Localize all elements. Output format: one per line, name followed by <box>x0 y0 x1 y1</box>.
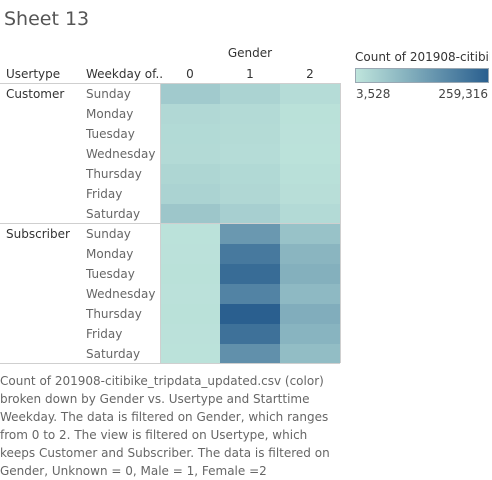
heatmap-cell-customer-thursday-gender-1[interactable] <box>220 164 280 184</box>
heatmap-cell-customer-monday-gender-0[interactable] <box>160 104 220 124</box>
gender-column-header: Gender <box>227 46 273 60</box>
heatmap-cell-subscriber-saturday-gender-2[interactable] <box>280 344 340 364</box>
heatmap-cell-customer-friday-gender-1[interactable] <box>220 184 280 204</box>
header-divider <box>0 83 340 84</box>
heatmap-cell-subscriber-thursday-gender-0[interactable] <box>160 304 220 324</box>
weekday-label-subscriber-wednesday: Wednesday <box>86 287 156 301</box>
heatmap-cell-subscriber-wednesday-gender-2[interactable] <box>280 284 340 304</box>
heatmap-cell-subscriber-wednesday-gender-1[interactable] <box>220 284 280 304</box>
legend-color-ramp <box>355 68 489 83</box>
heatmap-cell-subscriber-sunday-gender-2[interactable] <box>280 224 340 244</box>
heatmap-cell-subscriber-thursday-gender-2[interactable] <box>280 304 340 324</box>
heatmap-cell-customer-monday-gender-1[interactable] <box>220 104 280 124</box>
weekday-label-subscriber-tuesday: Tuesday <box>86 267 135 281</box>
weekday-row-header: Weekday of.. <box>86 67 164 81</box>
legend-max-label: 259,316 <box>438 87 488 101</box>
heatmap-cell-subscriber-monday-gender-1[interactable] <box>220 244 280 264</box>
weekday-label-customer-sunday: Sunday <box>86 87 131 101</box>
heatmap-cell-customer-friday-gender-2[interactable] <box>280 184 340 204</box>
weekday-label-subscriber-saturday: Saturday <box>86 347 141 361</box>
heatmap-cell-subscriber-saturday-gender-1[interactable] <box>220 344 280 364</box>
caption-text: Count of 201908-citibike_tripdata_update… <box>0 374 330 478</box>
heatmap-bottom-border <box>0 363 340 364</box>
heatmap-cell-subscriber-tuesday-gender-1[interactable] <box>220 264 280 284</box>
heatmap-cell-customer-wednesday-gender-2[interactable] <box>280 144 340 164</box>
heatmap-cell-customer-tuesday-gender-2[interactable] <box>280 124 340 144</box>
weekday-label-subscriber-friday: Friday <box>86 327 123 341</box>
weekday-label-subscriber-thursday: Thursday <box>86 307 142 321</box>
weekday-label-customer-friday: Friday <box>86 187 123 201</box>
heatmap-cell-subscriber-friday-gender-2[interactable] <box>280 324 340 344</box>
heatmap-cell-customer-thursday-gender-2[interactable] <box>280 164 340 184</box>
heatmap-right-border <box>340 83 341 363</box>
heatmap-cell-subscriber-monday-gender-0[interactable] <box>160 244 220 264</box>
heatmap-cell-customer-sunday-gender-2[interactable] <box>280 84 340 104</box>
heatmap-cell-customer-sunday-gender-1[interactable] <box>220 84 280 104</box>
legend-title[interactable]: Count of 201908-citibik.. <box>355 50 490 64</box>
gender-2-header: 2 <box>306 67 314 81</box>
heatmap-cell-customer-thursday-gender-0[interactable] <box>160 164 220 184</box>
weekday-label-customer-monday: Monday <box>86 107 134 121</box>
gender-0-header: 0 <box>186 67 194 81</box>
heatmap-cell-subscriber-friday-gender-1[interactable] <box>220 324 280 344</box>
sheet-title: Sheet 13 <box>4 8 90 30</box>
usertype-label-customer: Customer <box>6 87 65 101</box>
gender-1-header: 1 <box>246 67 254 81</box>
weekday-label-customer-thursday: Thursday <box>86 167 142 181</box>
heatmap-cell-customer-saturday-gender-2[interactable] <box>280 204 340 224</box>
heatmap-cell-customer-tuesday-gender-0[interactable] <box>160 124 220 144</box>
heatmap-cell-subscriber-friday-gender-0[interactable] <box>160 324 220 344</box>
weekday-label-subscriber-sunday: Sunday <box>86 227 131 241</box>
heatmap-cell-customer-wednesday-gender-0[interactable] <box>160 144 220 164</box>
heatmap-cell-customer-friday-gender-0[interactable] <box>160 184 220 204</box>
heatmap-cell-subscriber-wednesday-gender-0[interactable] <box>160 284 220 304</box>
heatmap-cell-customer-tuesday-gender-1[interactable] <box>220 124 280 144</box>
weekday-label-subscriber-monday: Monday <box>86 247 134 261</box>
usertype-group-divider <box>0 223 340 224</box>
usertype-row-header: Usertype <box>6 67 61 81</box>
heatmap-cell-subscriber-tuesday-gender-0[interactable] <box>160 264 220 284</box>
heatmap-cell-subscriber-sunday-gender-0[interactable] <box>160 224 220 244</box>
heatmap-cell-subscriber-thursday-gender-1[interactable] <box>220 304 280 324</box>
weekday-label-customer-wednesday: Wednesday <box>86 147 156 161</box>
heatmap-cell-customer-monday-gender-2[interactable] <box>280 104 340 124</box>
heatmap-cell-customer-sunday-gender-0[interactable] <box>160 84 220 104</box>
heatmap-cell-subscriber-saturday-gender-0[interactable] <box>160 344 220 364</box>
heatmap-cell-subscriber-monday-gender-2[interactable] <box>280 244 340 264</box>
weekday-label-customer-saturday: Saturday <box>86 207 141 221</box>
heatmap-cell-subscriber-tuesday-gender-2[interactable] <box>280 264 340 284</box>
heatmap-cell-customer-saturday-gender-0[interactable] <box>160 204 220 224</box>
heatmap-cell-customer-wednesday-gender-1[interactable] <box>220 144 280 164</box>
legend-min-label: 3,528 <box>356 87 391 101</box>
heatmap-cell-subscriber-sunday-gender-1[interactable] <box>220 224 280 244</box>
weekday-label-customer-tuesday: Tuesday <box>86 127 135 141</box>
heatmap-cell-customer-saturday-gender-1[interactable] <box>220 204 280 224</box>
usertype-label-subscriber: Subscriber <box>6 227 70 241</box>
